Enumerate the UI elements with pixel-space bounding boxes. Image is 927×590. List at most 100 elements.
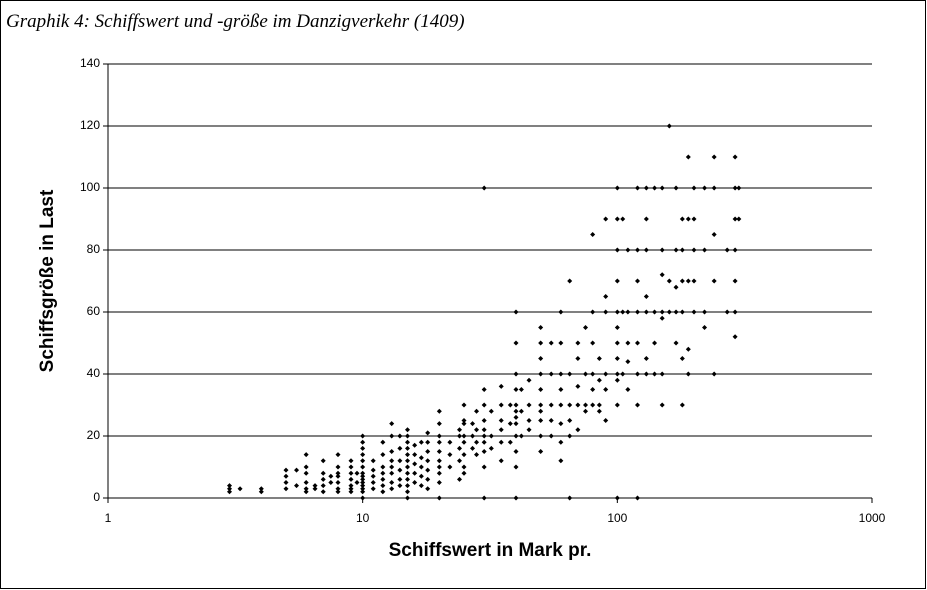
point — [470, 445, 476, 451]
point — [360, 452, 366, 458]
point — [590, 340, 596, 346]
point — [513, 371, 519, 377]
point — [603, 309, 609, 315]
point — [320, 483, 326, 489]
point — [481, 418, 487, 423]
point — [625, 247, 631, 253]
point — [481, 464, 487, 470]
point — [614, 247, 620, 253]
point — [643, 294, 649, 299]
point — [513, 408, 519, 414]
point — [702, 185, 708, 191]
point — [370, 473, 376, 479]
point — [237, 486, 243, 492]
point — [360, 476, 366, 482]
point — [603, 418, 609, 423]
point — [348, 489, 354, 495]
point — [474, 408, 480, 414]
point — [436, 449, 442, 454]
point — [583, 402, 589, 408]
point — [389, 464, 395, 470]
point — [328, 473, 334, 479]
point — [673, 309, 679, 315]
point — [614, 325, 620, 330]
point — [405, 445, 411, 451]
point — [447, 464, 453, 470]
point — [389, 433, 395, 439]
point — [652, 309, 658, 315]
point — [614, 377, 620, 383]
point — [425, 486, 431, 492]
point — [614, 356, 620, 361]
point — [732, 154, 738, 160]
point — [348, 483, 354, 489]
point — [507, 402, 513, 408]
point — [558, 340, 564, 346]
point — [474, 452, 480, 458]
point — [558, 309, 564, 315]
point — [567, 495, 573, 501]
point — [425, 458, 431, 464]
point — [513, 421, 519, 427]
point — [538, 402, 544, 408]
point — [303, 480, 309, 485]
point — [498, 427, 504, 433]
point — [513, 414, 519, 420]
chart-title: Graphik 4: Schiffswert und -größe im Dan… — [6, 11, 465, 32]
point — [397, 467, 403, 473]
point — [634, 278, 640, 284]
point — [397, 445, 403, 451]
y-tick-label: 120 — [80, 118, 100, 132]
point — [513, 449, 519, 454]
point — [360, 433, 366, 439]
point — [538, 449, 544, 454]
point — [474, 427, 480, 433]
point — [732, 216, 738, 222]
point — [335, 464, 341, 470]
point — [702, 325, 708, 330]
x-tick-label: 1000 — [859, 511, 886, 525]
point — [513, 402, 519, 408]
point — [548, 340, 554, 346]
point — [643, 309, 649, 315]
y-axis-title: Schiffsgröße in Last — [37, 189, 58, 372]
point — [685, 371, 691, 377]
point — [488, 433, 494, 439]
point — [335, 452, 341, 458]
point — [348, 486, 354, 492]
point — [283, 467, 289, 473]
point — [548, 433, 554, 439]
point — [558, 387, 564, 392]
point — [418, 483, 424, 489]
point — [659, 315, 665, 321]
point — [283, 473, 289, 479]
x-tick-label: 100 — [607, 511, 627, 525]
point — [513, 340, 519, 346]
point — [643, 356, 649, 361]
point — [389, 449, 395, 454]
point — [518, 387, 524, 392]
point — [481, 402, 487, 408]
point — [412, 442, 418, 448]
point — [659, 185, 665, 191]
point — [397, 433, 403, 439]
point — [461, 452, 467, 458]
point — [643, 247, 649, 253]
point — [354, 470, 360, 476]
point — [614, 340, 620, 346]
point — [643, 216, 649, 222]
point — [436, 408, 442, 414]
y-tick-label: 100 — [80, 180, 100, 194]
point — [673, 284, 679, 290]
point — [702, 247, 708, 253]
point — [548, 402, 554, 408]
point — [397, 458, 403, 464]
point — [625, 340, 631, 346]
point — [634, 402, 640, 408]
point — [732, 309, 738, 315]
point — [389, 421, 395, 427]
point — [567, 402, 573, 408]
point — [614, 371, 620, 377]
point — [405, 452, 411, 458]
